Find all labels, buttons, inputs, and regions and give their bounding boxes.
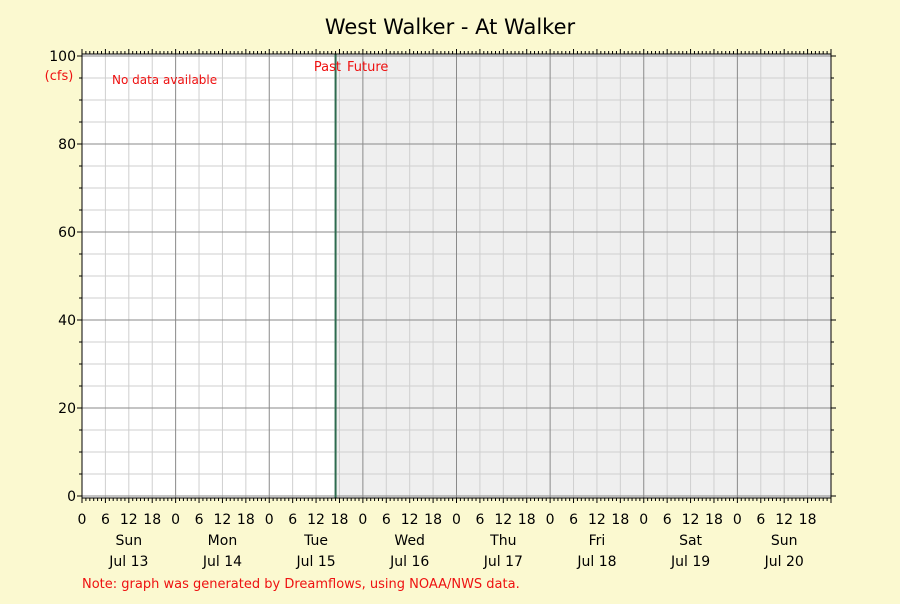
x-date-label: Jul 16 bbox=[389, 554, 429, 570]
x-hour-label: 0 bbox=[358, 512, 367, 528]
x-date-label: Jul 15 bbox=[295, 554, 335, 570]
y-tick-label: 0 bbox=[67, 489, 76, 505]
axis-ticks bbox=[77, 49, 836, 503]
x-hour-label: 0 bbox=[265, 512, 274, 528]
x-hour-label: 12 bbox=[120, 512, 138, 528]
x-weekday-label: Sat bbox=[679, 533, 702, 549]
y-tick-label: 80 bbox=[58, 137, 76, 153]
x-hour-label: 6 bbox=[195, 512, 204, 528]
x-date-label: Jul 19 bbox=[670, 554, 710, 570]
x-date-label: Jul 14 bbox=[202, 554, 242, 570]
x-hour-label: 12 bbox=[588, 512, 606, 528]
x-date-label: Jul 17 bbox=[483, 554, 523, 570]
x-weekday-label: Thu bbox=[489, 533, 516, 549]
x-hour-label: 18 bbox=[799, 512, 817, 528]
x-weekday-label: Mon bbox=[208, 533, 238, 549]
x-hour-label: 18 bbox=[424, 512, 442, 528]
x-weekday-label: Tue bbox=[303, 533, 328, 549]
x-hour-label: 18 bbox=[237, 512, 255, 528]
x-weekday-label: Sun bbox=[115, 533, 142, 549]
x-hour-label: 0 bbox=[546, 512, 555, 528]
x-hour-label: 6 bbox=[475, 512, 484, 528]
past-label: Past bbox=[314, 60, 341, 75]
x-hour-label: 12 bbox=[494, 512, 512, 528]
x-hour-label: 18 bbox=[143, 512, 161, 528]
y-tick-label: 60 bbox=[58, 225, 76, 241]
no-data-message: No data available bbox=[112, 73, 217, 87]
footer-note: Note: graph was generated by Dreamflows,… bbox=[82, 577, 520, 592]
x-hour-label: 6 bbox=[101, 512, 110, 528]
x-hour-label: 6 bbox=[382, 512, 391, 528]
x-hour-label: 0 bbox=[639, 512, 648, 528]
x-date-label: Jul 18 bbox=[576, 554, 616, 570]
chart-title: West Walker - At Walker bbox=[325, 15, 576, 39]
x-weekday-label: Wed bbox=[394, 533, 425, 549]
x-hour-label: 0 bbox=[78, 512, 87, 528]
y-unit-label: (cfs) bbox=[45, 69, 74, 84]
x-hour-label: 12 bbox=[214, 512, 232, 528]
x-weekday-label: Sun bbox=[771, 533, 798, 549]
x-hour-label: 12 bbox=[401, 512, 419, 528]
y-tick-label: 100 bbox=[49, 49, 76, 65]
x-hour-label: 6 bbox=[288, 512, 297, 528]
x-hour-label: 0 bbox=[452, 512, 461, 528]
y-tick-label: 20 bbox=[58, 401, 76, 417]
future-label: Future bbox=[347, 60, 388, 75]
x-hour-label: 0 bbox=[171, 512, 180, 528]
x-hour-label: 18 bbox=[518, 512, 536, 528]
x-hour-label: 12 bbox=[307, 512, 325, 528]
x-date-label: Jul 13 bbox=[108, 554, 148, 570]
y-tick-label: 40 bbox=[58, 313, 76, 329]
x-weekday-label: Fri bbox=[589, 533, 606, 549]
x-hour-label: 6 bbox=[663, 512, 672, 528]
x-hour-label: 6 bbox=[569, 512, 578, 528]
x-hour-label: 18 bbox=[611, 512, 629, 528]
x-hour-label: 18 bbox=[331, 512, 349, 528]
x-hour-label: 12 bbox=[682, 512, 700, 528]
x-date-label: Jul 20 bbox=[764, 554, 804, 570]
x-hour-label: 0 bbox=[733, 512, 742, 528]
x-hour-label: 12 bbox=[775, 512, 793, 528]
x-hour-label: 18 bbox=[705, 512, 723, 528]
x-hour-label: 6 bbox=[756, 512, 765, 528]
